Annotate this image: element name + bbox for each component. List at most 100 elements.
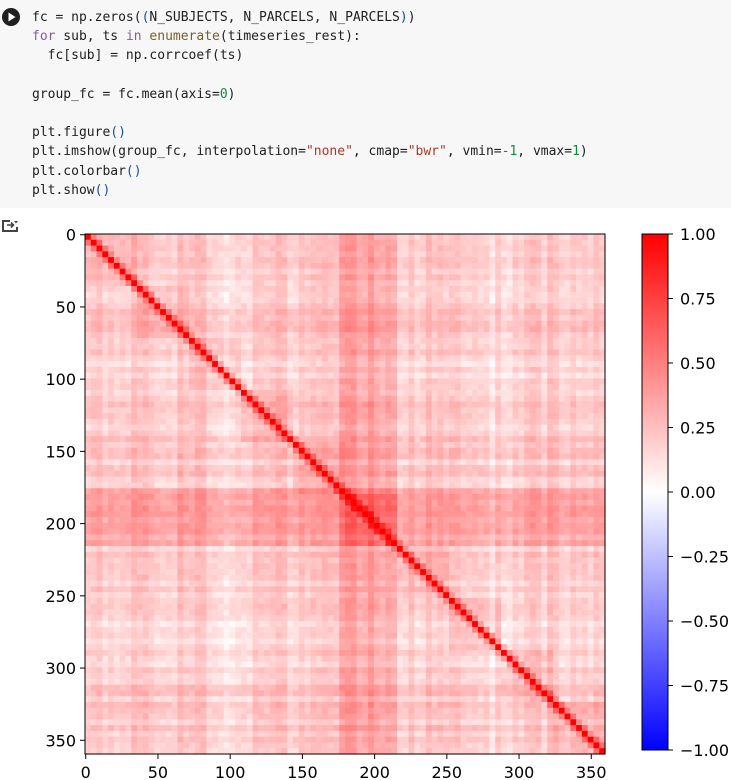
heatmap-cell [281,470,288,478]
heatmap-cell [535,262,543,270]
heatmap-cell [460,430,467,437]
heatmap-cell [96,436,103,443]
heatmap-cell [310,424,317,432]
heatmap-cell [333,482,340,489]
heatmap-cell [212,286,219,293]
heatmap-cell [316,390,323,397]
heatmap-cell [217,540,225,547]
heatmap-cell [212,407,219,414]
heatmap-cell [443,459,450,466]
heatmap-cell [194,262,202,270]
heatmap-cell [524,442,531,449]
heatmap-cell [90,378,98,385]
heatmap-cell [501,326,508,333]
heatmap-cell [96,245,103,252]
heatmap-cell [281,395,288,403]
heatmap-cell [414,234,421,241]
heatmap-cell [466,499,473,507]
heatmap-cell [298,251,306,258]
heatmap-cell [246,314,254,322]
heatmap-cell [437,372,444,380]
heatmap-cell [535,361,543,368]
heatmap-cell [137,366,144,374]
heatmap-cell [350,268,358,276]
heatmap-cell [558,355,566,362]
heatmap-cell [85,453,92,460]
heatmap-cell [165,447,173,455]
heatmap-cell [102,291,109,299]
heatmap-cell [327,303,335,310]
heatmap-cell [108,291,115,299]
heatmap-cell [437,522,444,530]
heatmap-cell [466,453,473,460]
heatmap-cell [287,430,294,437]
heatmap-cell [85,459,92,466]
heatmap-cell [281,366,288,374]
heatmap-cell [229,366,236,374]
heatmap-cell [564,262,571,270]
heatmap-cell [223,314,231,322]
heatmap-cell [379,465,387,472]
heatmap-cell [316,511,323,518]
heatmap-cell [108,447,115,455]
heatmap-cell [137,338,144,345]
heatmap-cell [85,320,92,328]
heatmap-cell [524,407,531,414]
heatmap-cell [547,297,554,304]
heatmap-cell [177,442,184,449]
heatmap-cell [345,453,352,460]
heatmap-cell [298,245,306,252]
heatmap-cell [535,418,543,426]
heatmap-cell [449,355,456,362]
output-toggle-icon[interactable] [0,216,20,234]
heatmap-cell [385,511,392,518]
heatmap-cell [547,494,554,501]
heatmap-cell [553,332,560,339]
heatmap-cell [235,366,242,374]
heatmap-cell [269,424,277,432]
heatmap-cell [449,528,456,536]
run-cell-icon[interactable] [0,6,22,28]
heatmap-cell [339,372,346,380]
heatmap-cell [593,343,600,351]
heatmap-cell [223,528,231,536]
heatmap-cell [437,274,444,281]
heatmap-cell [217,332,225,339]
heatmap-cell [414,314,421,322]
heatmap-cell [148,488,155,495]
heatmap-cell [154,361,161,368]
heatmap-cell [194,343,202,351]
heatmap-cell [241,286,248,293]
heatmap-cell [501,234,508,241]
heatmap-cell [483,332,491,339]
heatmap-cell [443,546,450,553]
heatmap-cell [148,395,155,403]
heatmap-cell [177,546,184,553]
heatmap-cell [385,430,392,437]
heatmap-cell [391,332,398,339]
heatmap-cell [298,534,306,541]
heatmap-cell [506,372,514,380]
heatmap-cell [518,505,525,512]
heatmap-cell [449,453,456,460]
heatmap-cell [466,262,473,270]
heatmap-cell [512,546,519,553]
heatmap-cell [570,470,577,478]
heatmap-cell [414,291,421,299]
heatmap-cell [154,309,161,316]
heatmap-cell [379,314,387,322]
heatmap-cell [553,291,560,299]
heatmap-cell [316,239,323,247]
heatmap-cell [564,349,571,356]
heatmap-cell [125,245,132,252]
heatmap-cell [564,470,571,478]
heatmap-cell [119,470,127,478]
heatmap-cell [529,511,537,518]
heatmap-cell [587,401,595,408]
heatmap-cell [460,355,467,362]
heatmap-cell [501,401,508,408]
heatmap-cell [154,522,161,530]
code-editor[interactable]: fc = np.zeros((N_SUBJECTS, N_PARCELS, N_… [32,8,588,200]
heatmap-cell [529,234,537,241]
heatmap-cell [564,442,571,449]
